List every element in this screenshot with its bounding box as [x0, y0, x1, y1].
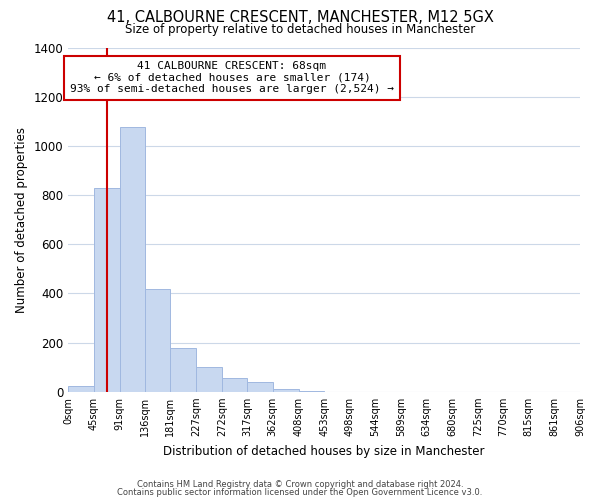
- Bar: [68, 386, 94, 392]
- Y-axis label: Number of detached properties: Number of detached properties: [15, 126, 28, 312]
- Bar: [145, 288, 170, 392]
- Text: Contains public sector information licensed under the Open Government Licence v3: Contains public sector information licen…: [118, 488, 482, 497]
- Text: 41 CALBOURNE CRESCENT: 68sqm
← 6% of detached houses are smaller (174)
93% of se: 41 CALBOURNE CRESCENT: 68sqm ← 6% of det…: [70, 62, 394, 94]
- X-axis label: Distribution of detached houses by size in Manchester: Distribution of detached houses by size …: [163, 444, 485, 458]
- Bar: [247, 382, 272, 392]
- Bar: [222, 378, 247, 392]
- Bar: [196, 367, 222, 392]
- Bar: [272, 390, 299, 392]
- Bar: [94, 188, 119, 392]
- Text: Contains HM Land Registry data © Crown copyright and database right 2024.: Contains HM Land Registry data © Crown c…: [137, 480, 463, 489]
- Text: 41, CALBOURNE CRESCENT, MANCHESTER, M12 5GX: 41, CALBOURNE CRESCENT, MANCHESTER, M12 …: [107, 10, 493, 25]
- Text: Size of property relative to detached houses in Manchester: Size of property relative to detached ho…: [125, 22, 475, 36]
- Bar: [119, 128, 145, 392]
- Bar: [170, 348, 196, 392]
